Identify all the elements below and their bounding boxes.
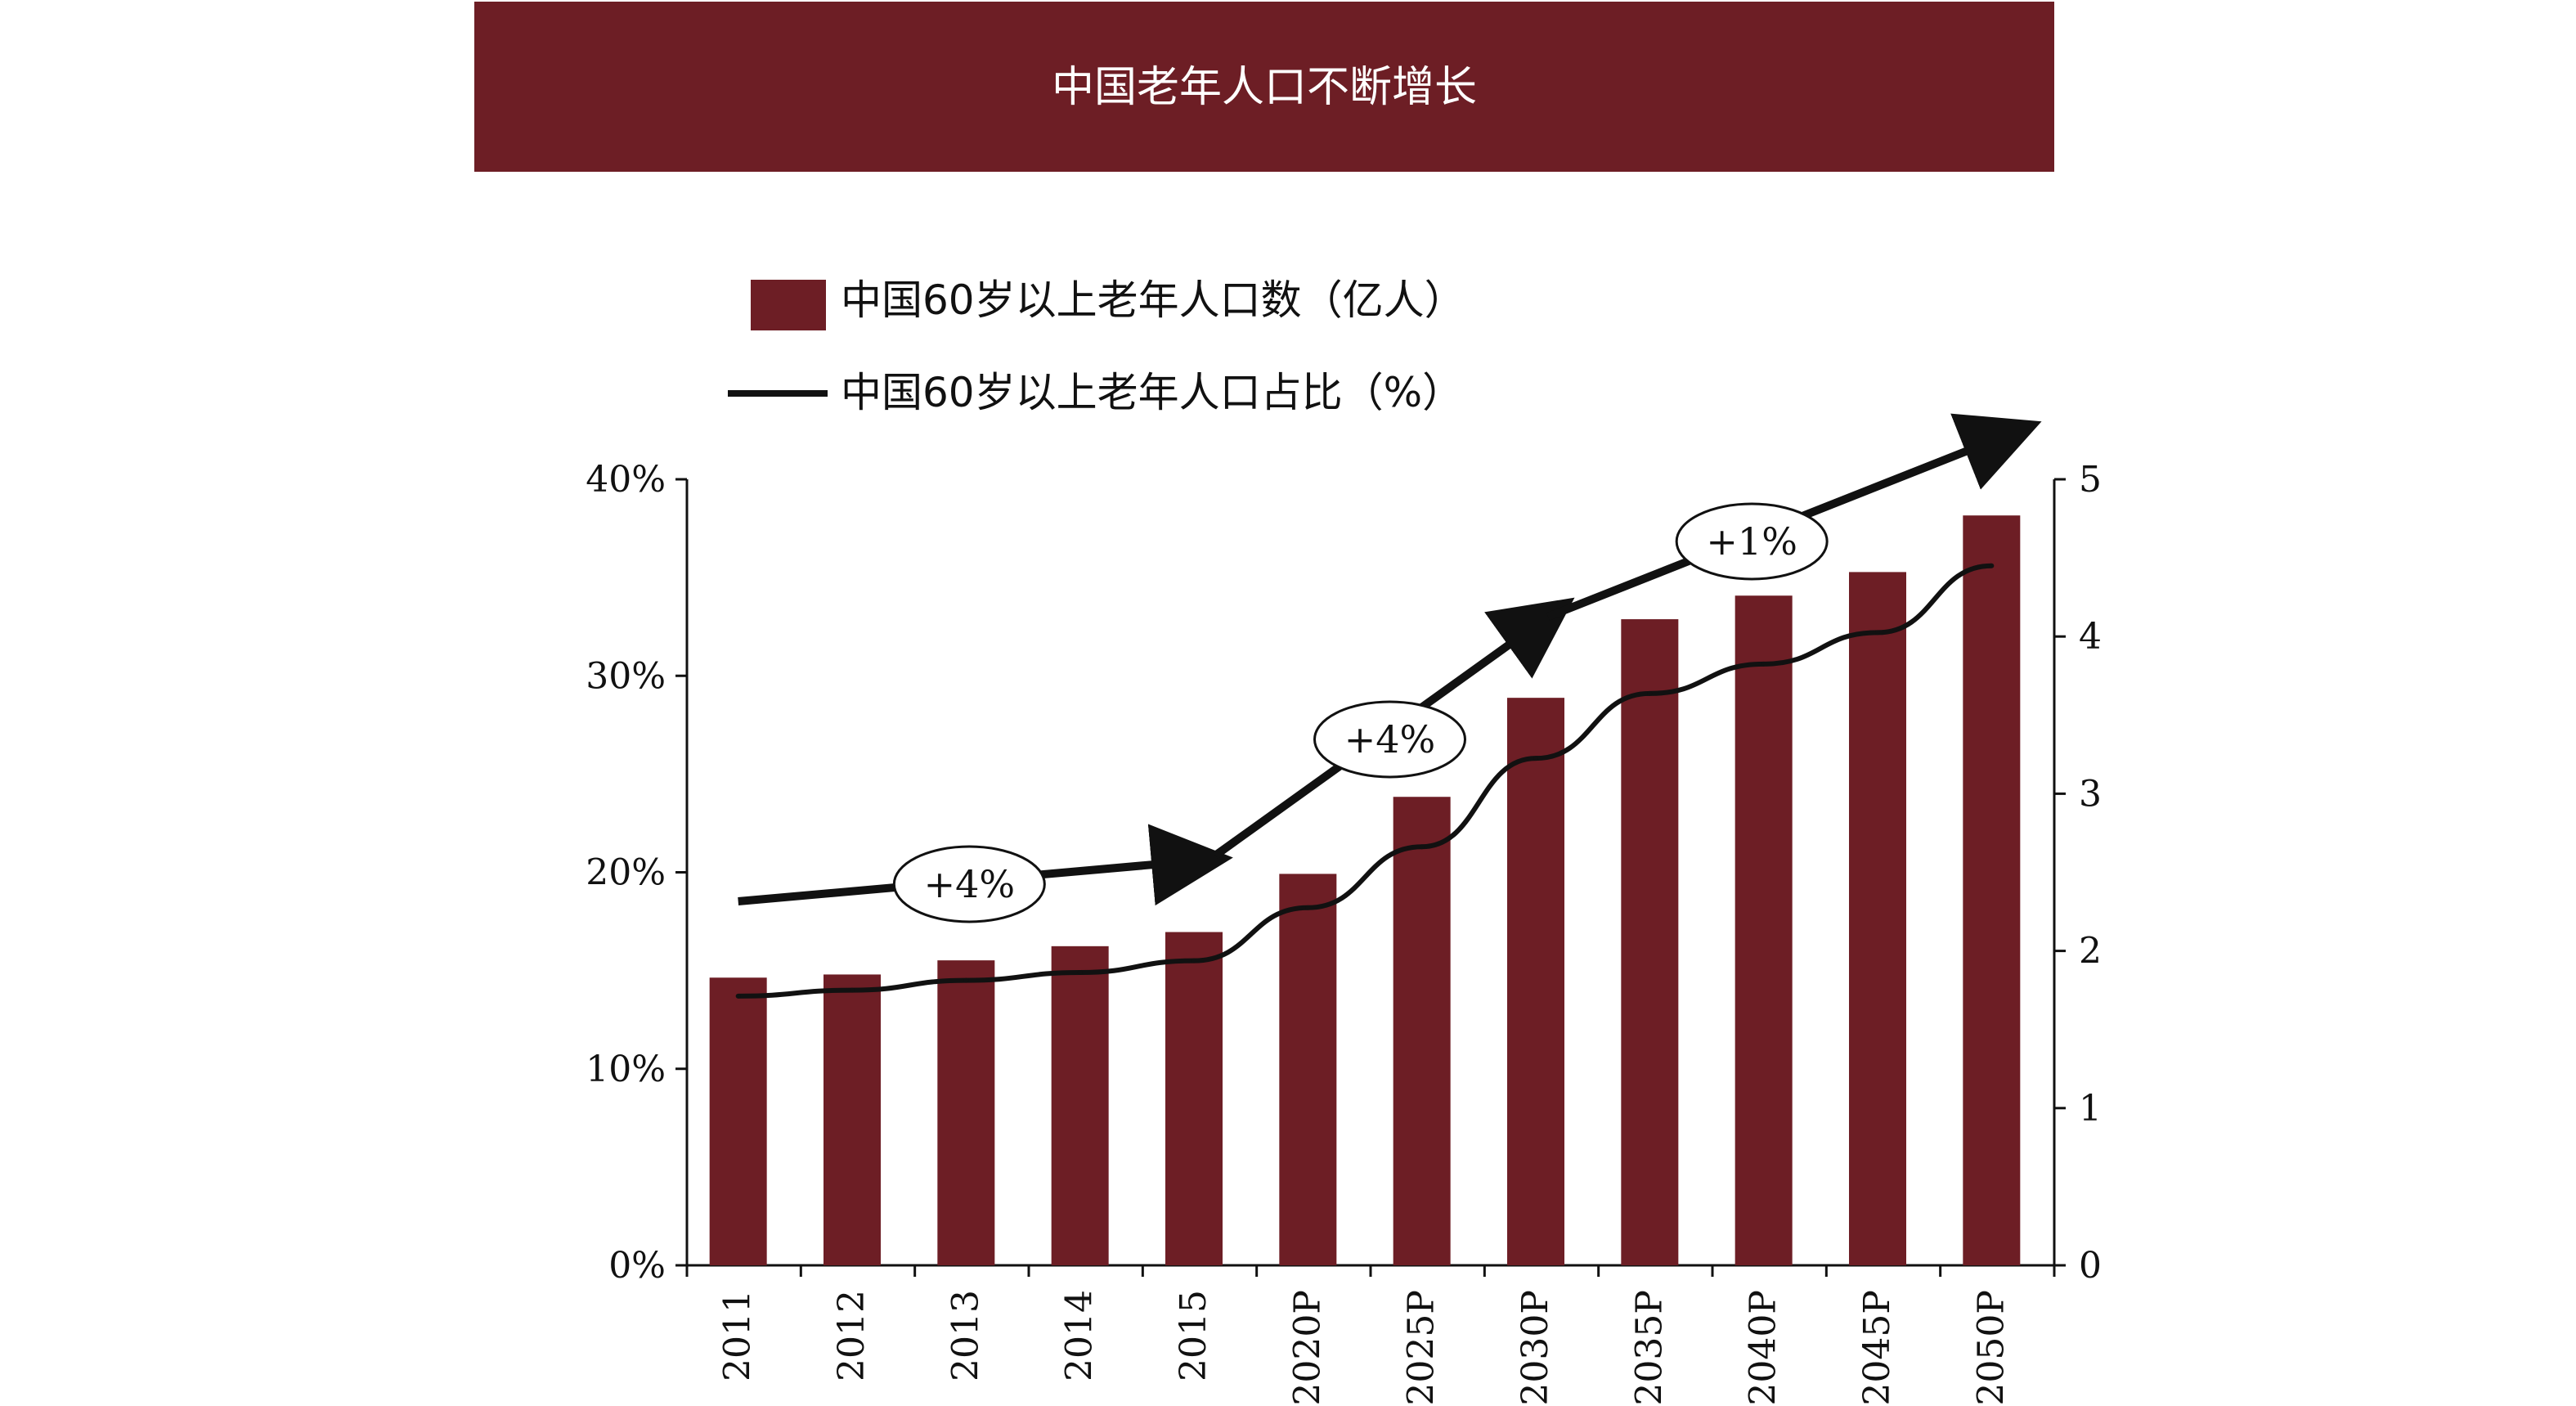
y-left-tick-label: 0% (608, 1245, 666, 1287)
x-tick-label: 2014 (1059, 1290, 1101, 1381)
line-point (1647, 690, 1653, 696)
x-tick-label: 2045P (1856, 1290, 1898, 1406)
bar (1963, 515, 2021, 1265)
chart-title-banner: 中国老年人口不断增长 (474, 2, 2054, 172)
line-path (738, 563, 1992, 999)
annotation-label: +4% (924, 862, 1016, 906)
x-tick-label: 2012 (831, 1290, 873, 1381)
line-point (1989, 563, 1995, 568)
line-point (1761, 661, 1766, 667)
legend: 中国60岁以上老年人口数（亿人） 中国60岁以上老年人口占比（%） (728, 276, 1465, 416)
bars (709, 515, 2021, 1265)
annotation-label: +1% (1706, 519, 1797, 564)
line-point (1533, 756, 1538, 761)
line-point (963, 977, 969, 983)
bar (1051, 946, 1109, 1265)
bar (937, 960, 995, 1265)
line-point (1419, 844, 1425, 850)
line-point (735, 993, 741, 999)
line-series (735, 563, 1995, 999)
bar (1849, 572, 1906, 1265)
annotations: +4% +4% +1% (892, 502, 1829, 923)
bar (1279, 874, 1337, 1265)
x-tick-label: 2015 (1173, 1290, 1214, 1381)
x-tick-label: 2030P (1515, 1290, 1556, 1406)
bar (1393, 797, 1451, 1265)
line-point (1875, 630, 1880, 636)
y-right-tick-label: 2 (2079, 931, 2102, 973)
x-tick-label: 2035P (1628, 1290, 1670, 1406)
trend-arrows (738, 413, 2042, 906)
legend-line-label: 中国60岁以上老年人口占比（%） (841, 369, 1463, 416)
y-right-tick-label: 3 (2079, 773, 2102, 815)
axes: 0% 10% 20% 30% 40% 0 1 2 3 4 5 2011 2012 2013 2014 2015… (586, 459, 2102, 1406)
chart-title: 中国老年人口不断增长 (1051, 63, 1477, 112)
annotation-label: +4% (1344, 717, 1436, 761)
legend-bar-label: 中国60岁以上老年人口数（亿人） (841, 276, 1465, 324)
x-tick-label: 2013 (945, 1290, 986, 1381)
x-tick-label: 2020P (1286, 1290, 1328, 1406)
x-tick-label: 2011 (717, 1290, 759, 1381)
y-left-tick-label: 40% (586, 459, 666, 501)
y-left-tick-label: 10% (586, 1049, 666, 1090)
line-point (1192, 958, 1196, 964)
x-tick-label: 2050P (1970, 1290, 2012, 1406)
bar (1735, 595, 1793, 1265)
y-right-tick-label: 0 (2079, 1245, 2102, 1287)
y-right-tick-label: 1 (2079, 1088, 2102, 1130)
bar (824, 974, 881, 1265)
y-left-tick-label: 20% (586, 852, 666, 894)
line-point (1077, 970, 1083, 976)
y-right-tick-label: 5 (2079, 459, 2102, 501)
line-point (850, 987, 855, 993)
annotation-bubble (1313, 700, 1466, 779)
y-right-tick-label: 4 (2079, 616, 2102, 658)
legend-bar-swatch (751, 280, 826, 330)
line-point (1305, 905, 1311, 910)
annotation-bubble (1675, 502, 1829, 581)
y-left-tick-label: 30% (586, 655, 666, 697)
bar (1507, 698, 1564, 1265)
x-tick-label: 2025P (1401, 1290, 1443, 1406)
bar (1621, 619, 1679, 1265)
bar (1165, 932, 1223, 1265)
annotation-bubble (892, 845, 1046, 923)
bar (709, 977, 767, 1265)
x-tick-label: 2040P (1743, 1290, 1784, 1406)
